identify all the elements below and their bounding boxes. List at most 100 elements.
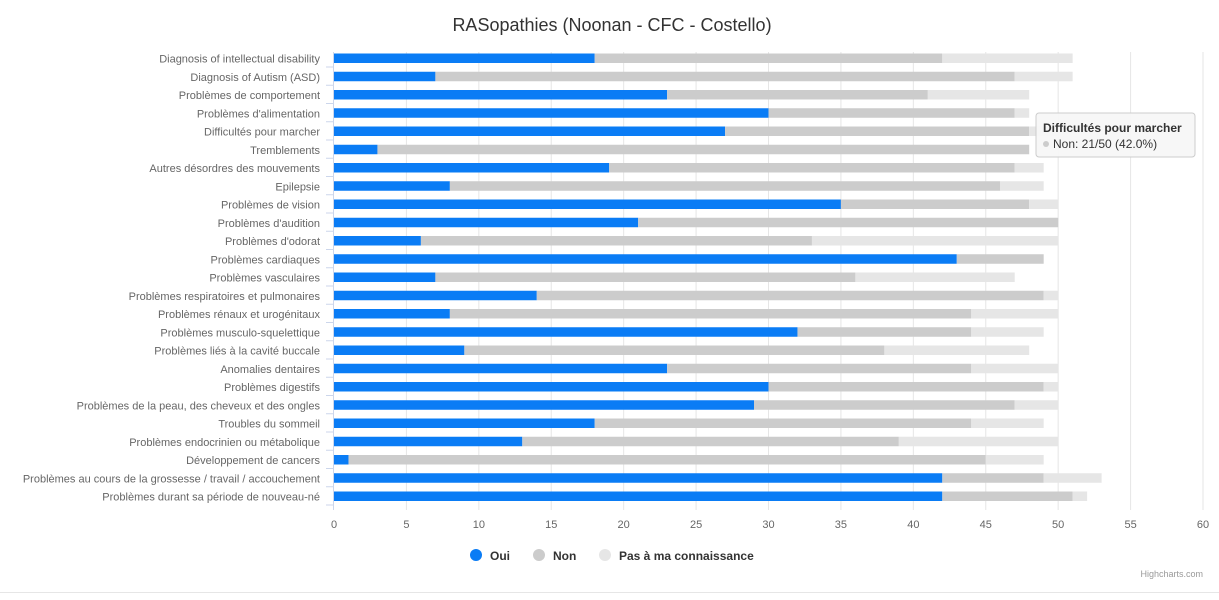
bar-pas-ma-connaissance[interactable] bbox=[927, 90, 1030, 100]
bar-non[interactable] bbox=[536, 290, 1044, 301]
bar-pas-ma-connaissance[interactable] bbox=[898, 436, 1059, 447]
category-label: Anomalies dentaires bbox=[220, 364, 320, 376]
bar-pas-ma-connaissance[interactable] bbox=[1043, 473, 1102, 483]
bar-oui[interactable] bbox=[334, 363, 668, 374]
legend-marker[interactable] bbox=[599, 549, 611, 561]
bar-non[interactable] bbox=[667, 90, 928, 100]
bar-non[interactable] bbox=[768, 108, 1015, 118]
bar-oui[interactable] bbox=[334, 290, 537, 301]
bar-oui[interactable] bbox=[334, 181, 450, 191]
category-label: Problèmes endocrinien ou métabolique bbox=[129, 437, 320, 449]
bar-oui[interactable] bbox=[334, 71, 436, 82]
bar-non[interactable] bbox=[420, 236, 812, 246]
bar-oui[interactable] bbox=[334, 418, 595, 429]
x-tick-label: 50 bbox=[1052, 519, 1064, 531]
bar-non[interactable] bbox=[464, 345, 885, 356]
bar-non[interactable] bbox=[377, 144, 1030, 155]
bar-oui[interactable] bbox=[334, 254, 957, 264]
bar-non[interactable] bbox=[435, 272, 856, 283]
bar-non[interactable] bbox=[449, 181, 1001, 191]
bar-pas-ma-connaissance[interactable] bbox=[1072, 491, 1088, 502]
category-label: Tremblements bbox=[250, 145, 320, 157]
bar-oui[interactable] bbox=[334, 491, 943, 502]
x-tick-label: 20 bbox=[618, 519, 630, 531]
bar-pas-ma-connaissance[interactable] bbox=[855, 272, 1015, 283]
bar-pas-ma-connaissance[interactable] bbox=[1043, 290, 1059, 301]
bar-pas-ma-connaissance[interactable] bbox=[985, 455, 1044, 465]
chart-title: RASopathies (Noonan - CFC - Costello) bbox=[452, 15, 771, 35]
bar-non[interactable] bbox=[942, 491, 1073, 502]
category-label: Autres désordres des mouvements bbox=[149, 163, 320, 175]
bar-pas-ma-connaissance[interactable] bbox=[811, 236, 1059, 246]
category-label: Problèmes durant sa période de nouveau-n… bbox=[102, 492, 320, 504]
category-label: Problèmes digestifs bbox=[224, 382, 320, 394]
category-label: Epilepsie bbox=[275, 181, 320, 193]
bar-pas-ma-connaissance[interactable] bbox=[1014, 400, 1059, 410]
legend-marker[interactable] bbox=[533, 549, 545, 561]
bar-non[interactable] bbox=[667, 363, 972, 374]
bar-oui[interactable] bbox=[334, 90, 668, 100]
category-label: Problèmes d'odorat bbox=[225, 236, 320, 248]
bar-oui[interactable] bbox=[334, 163, 610, 173]
bar-non[interactable] bbox=[840, 199, 1030, 210]
bar-oui[interactable] bbox=[334, 327, 798, 337]
bar-non[interactable] bbox=[638, 217, 1059, 228]
bar-oui[interactable] bbox=[334, 473, 943, 483]
bar-non[interactable] bbox=[797, 327, 972, 337]
bars bbox=[334, 53, 1102, 502]
bar-pas-ma-connaissance[interactable] bbox=[1014, 108, 1030, 118]
bar-pas-ma-connaissance[interactable] bbox=[942, 53, 1073, 64]
bar-non[interactable] bbox=[348, 455, 986, 465]
bar-oui[interactable] bbox=[334, 236, 421, 246]
bar-non[interactable] bbox=[725, 126, 1030, 137]
category-label: Problèmes rénaux et urogénitaux bbox=[158, 309, 321, 321]
credits-link[interactable]: Highcharts.com bbox=[1140, 569, 1203, 579]
bar-pas-ma-connaissance[interactable] bbox=[1014, 71, 1073, 82]
legend-item[interactable]: Oui bbox=[490, 549, 510, 563]
bar-non[interactable] bbox=[449, 309, 972, 319]
bar-pas-ma-connaissance[interactable] bbox=[884, 345, 1030, 356]
bar-oui[interactable] bbox=[334, 217, 639, 228]
bar-non[interactable] bbox=[594, 418, 972, 429]
legend-marker[interactable] bbox=[470, 549, 482, 561]
bar-non[interactable] bbox=[594, 53, 943, 64]
tooltip: Difficultés pour marcher Non: 21/50 (42.… bbox=[1035, 112, 1196, 158]
bar-pas-ma-connaissance[interactable] bbox=[971, 363, 1059, 374]
bar-oui[interactable] bbox=[334, 345, 465, 356]
bar-oui[interactable] bbox=[334, 53, 595, 64]
bar-pas-ma-connaissance[interactable] bbox=[1014, 163, 1044, 173]
category-label: Problèmes vasculaires bbox=[209, 273, 320, 285]
bar-oui[interactable] bbox=[334, 144, 378, 155]
bar-pas-ma-connaissance[interactable] bbox=[1000, 181, 1044, 191]
category-label: Troubles du sommeil bbox=[218, 419, 320, 431]
bar-pas-ma-connaissance[interactable] bbox=[1043, 382, 1059, 392]
bar-oui[interactable] bbox=[334, 108, 769, 118]
bar-pas-ma-connaissance[interactable] bbox=[971, 418, 1044, 429]
bar-non[interactable] bbox=[435, 71, 1015, 82]
bar-oui[interactable] bbox=[334, 436, 523, 447]
bar-oui[interactable] bbox=[334, 309, 450, 319]
bar-oui[interactable] bbox=[334, 126, 726, 137]
bar-non[interactable] bbox=[754, 400, 1015, 410]
bar-oui[interactable] bbox=[334, 455, 349, 465]
bar-non[interactable] bbox=[942, 473, 1044, 483]
bar-non[interactable] bbox=[609, 163, 1015, 173]
legend-item[interactable]: Pas à ma connaissance bbox=[619, 549, 754, 563]
x-tick-label: 25 bbox=[690, 519, 702, 531]
bar-oui[interactable] bbox=[334, 382, 769, 392]
bar-non[interactable] bbox=[768, 382, 1044, 392]
category-label: Difficultés pour marcher bbox=[204, 127, 320, 139]
tooltip-value: Non: 21/50 (42.0%) bbox=[1053, 137, 1157, 151]
legend-item[interactable]: Non bbox=[553, 549, 576, 563]
category-label: Problèmes cardiaques bbox=[211, 254, 321, 266]
bar-oui[interactable] bbox=[334, 400, 755, 410]
bar-non[interactable] bbox=[522, 436, 899, 447]
bar-pas-ma-connaissance[interactable] bbox=[971, 327, 1044, 337]
category-label: Problèmes d'alimentation bbox=[197, 108, 320, 120]
x-tick-label: 45 bbox=[980, 519, 992, 531]
bar-pas-ma-connaissance[interactable] bbox=[971, 309, 1059, 319]
bar-pas-ma-connaissance[interactable] bbox=[1029, 199, 1059, 210]
bar-oui[interactable] bbox=[334, 272, 436, 283]
bar-oui[interactable] bbox=[334, 199, 841, 210]
bar-non[interactable] bbox=[956, 254, 1044, 264]
